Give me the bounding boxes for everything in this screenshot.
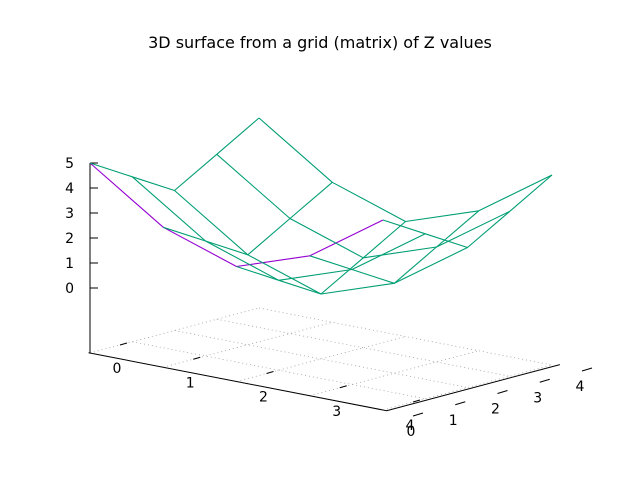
x-tick-mark xyxy=(339,385,347,389)
y-tick-mark xyxy=(497,390,508,394)
floor-border xyxy=(88,352,561,412)
surface-mesh xyxy=(89,117,553,295)
y-tick-label: 4 xyxy=(576,379,585,395)
grid-line-x xyxy=(163,321,333,368)
x-tick-mark xyxy=(119,342,128,346)
x-tick-mark xyxy=(412,399,421,403)
x-tick-label: 1 xyxy=(186,375,195,391)
x-tick-label: 3 xyxy=(332,404,341,420)
x-tick-label: 2 xyxy=(259,390,268,406)
mesh-col xyxy=(89,117,260,192)
grid-line-y xyxy=(174,330,468,388)
z-tick-label: 3 xyxy=(65,206,74,222)
y-tick-mark xyxy=(412,412,424,417)
grid-line-y xyxy=(216,318,510,377)
z-tick-label: 4 xyxy=(65,181,74,197)
axes xyxy=(88,162,593,417)
mesh-col xyxy=(309,210,480,284)
base-grid xyxy=(89,307,553,411)
grid-line-y xyxy=(258,307,553,366)
y-tick-mark xyxy=(539,378,550,383)
grid-line-x xyxy=(382,364,553,411)
x-tick-mark xyxy=(266,371,274,374)
y-tick-label: 0 xyxy=(407,424,416,440)
z-tick-label: 1 xyxy=(65,256,74,272)
x-tick-label: 0 xyxy=(113,361,122,377)
y-tick-label: 1 xyxy=(449,413,458,429)
y-tick-label: 3 xyxy=(533,390,542,406)
z-tick-label: 5 xyxy=(65,156,74,172)
grid-line-x xyxy=(236,336,406,382)
mesh-row xyxy=(258,117,553,223)
z-tick-label: 2 xyxy=(65,231,74,247)
mesh-row xyxy=(216,153,511,259)
mesh-col xyxy=(236,221,406,295)
grid-line-y xyxy=(132,341,426,400)
grid-line-x xyxy=(309,350,479,397)
mesh-col xyxy=(382,174,553,249)
chart-title: 3D surface from a grid (matrix) of Z val… xyxy=(148,33,492,52)
y-tick-mark xyxy=(455,401,466,406)
mesh-row xyxy=(174,190,468,295)
mesh-col xyxy=(163,181,333,256)
z-tick-label: 0 xyxy=(65,281,74,297)
x-tick-label: 4 xyxy=(406,418,415,434)
y-tick-mark xyxy=(581,367,593,372)
x-tick-mark xyxy=(193,356,201,360)
y-tick-label: 2 xyxy=(491,402,500,418)
